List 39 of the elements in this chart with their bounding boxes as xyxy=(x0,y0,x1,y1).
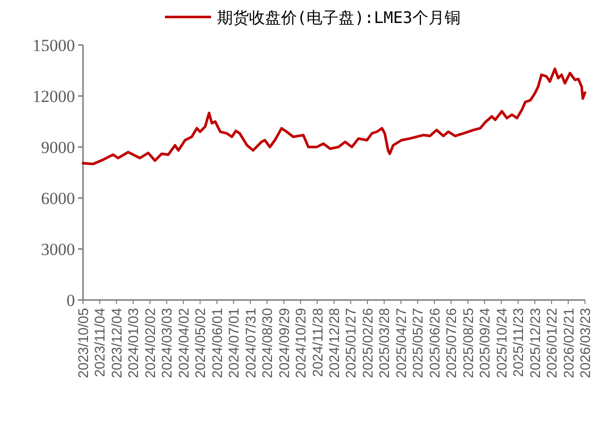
x-tick-label: 2025/02/26 xyxy=(359,308,376,378)
y-tick-label: 15000 xyxy=(32,36,75,55)
x-tick-label: 2025/07/26 xyxy=(443,308,460,378)
y-tick-label: 6000 xyxy=(41,189,75,208)
x-tick-label: 2025/04/27 xyxy=(392,308,409,378)
x-tick-label: 2023/11/04 xyxy=(92,308,108,378)
legend-label: 期货收盘价(电子盘):LME3个月铜 xyxy=(217,8,460,27)
x-tick-label: 2024/04/02 xyxy=(175,308,192,378)
x-tick-label: 2023/10/05 xyxy=(75,308,91,378)
x-tick-label: 2025/01/27 xyxy=(342,308,359,378)
x-tick-label: 2024/12/28 xyxy=(326,308,342,378)
x-tick-label: 2024/08/30 xyxy=(259,308,276,378)
x-tick-label: 2026/02/21 xyxy=(560,308,576,378)
x-tick-label: 2024/09/29 xyxy=(276,308,292,378)
x-tick-label: 2025/10/24 xyxy=(493,308,510,378)
y-tick-label: 9000 xyxy=(41,138,75,157)
x-tick-label: 2025/03/28 xyxy=(376,308,392,378)
x-tick-label: 2024/05/02 xyxy=(192,308,208,378)
x-tick-label: 2023/12/04 xyxy=(108,308,124,378)
x-tick-label: 2025/11/23 xyxy=(510,308,526,378)
x-tick-label: 2024/01/03 xyxy=(125,308,142,378)
y-tick-label: 12000 xyxy=(32,87,75,106)
x-tick-label: 2024/07/31 xyxy=(242,308,258,378)
x-tick-label: 2026/01/22 xyxy=(544,308,560,378)
x-tick-label: 2026/03/23 xyxy=(577,308,593,378)
x-tick-label: 2025/08/25 xyxy=(460,308,476,378)
x-tick-label: 2024/11/28 xyxy=(309,308,326,378)
x-tick-label: 2024/06/01 xyxy=(208,308,225,378)
x-tick-label: 2025/12/23 xyxy=(526,308,543,378)
x-tick-label: 2025/06/26 xyxy=(426,308,442,378)
x-tick-label: 2025/09/24 xyxy=(476,308,493,378)
legend: 期货收盘价(电子盘):LME3个月铜 xyxy=(165,8,460,27)
x-tick-label: 2024/03/03 xyxy=(158,308,175,378)
x-tick-label: 2024/02/02 xyxy=(142,308,158,378)
x-tick-label: 2024/10/29 xyxy=(292,308,309,378)
y-tick-label: 3000 xyxy=(41,240,75,259)
x-tick-label: 2024/07/01 xyxy=(226,308,242,378)
x-tick-label: 2025/05/27 xyxy=(410,308,426,378)
y-tick-label: 0 xyxy=(66,291,75,310)
